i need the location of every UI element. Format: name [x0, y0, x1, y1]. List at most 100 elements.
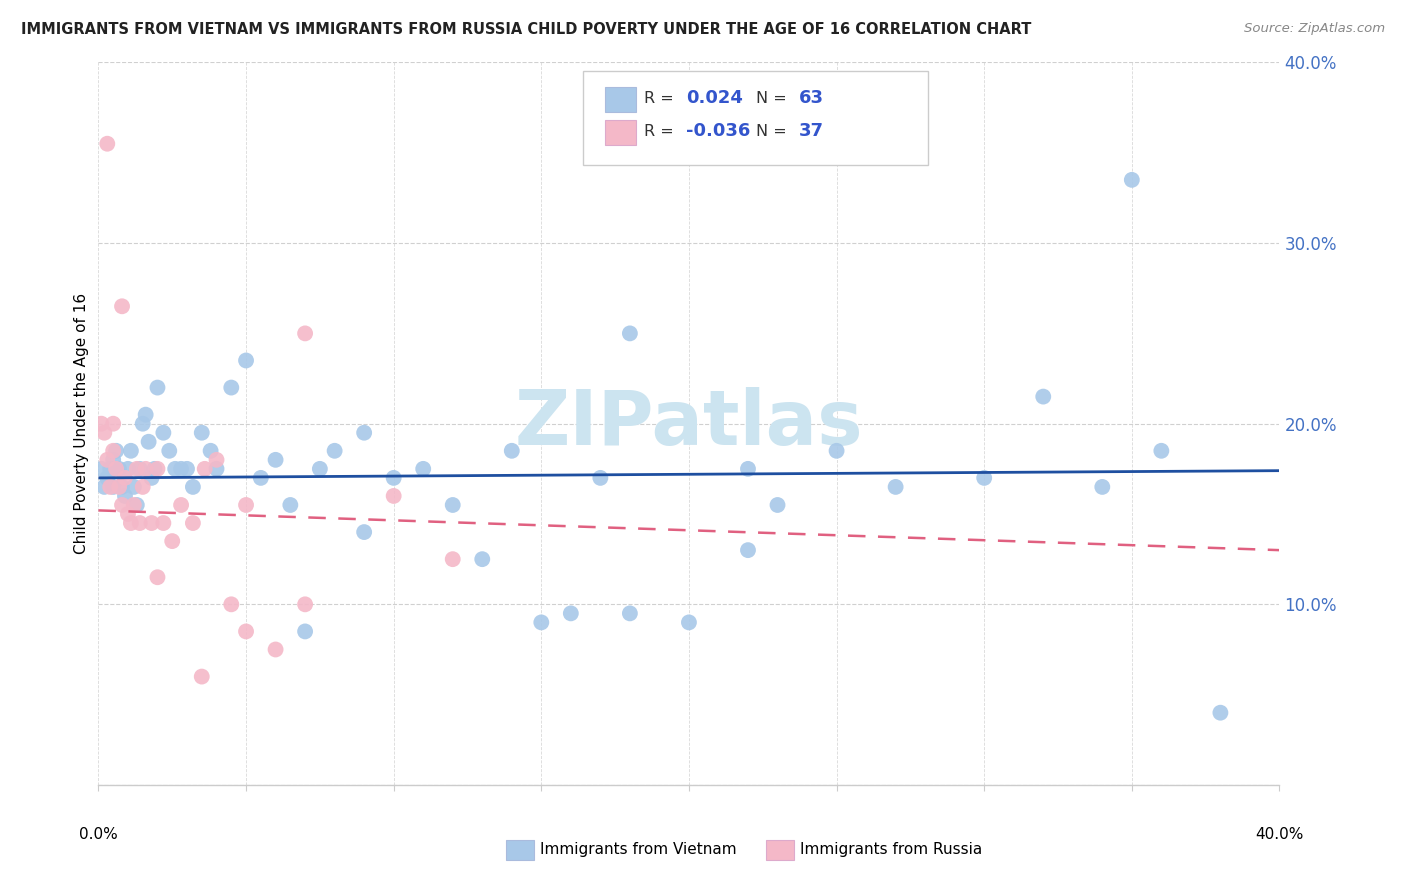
Point — [93, 480, 115, 494]
Point — [205, 453, 228, 467]
Point — [146, 380, 169, 394]
Point — [96, 136, 118, 151]
Point — [471, 552, 494, 566]
Point — [90, 417, 112, 431]
Point — [560, 607, 582, 621]
Y-axis label: Child Poverty Under the Age of 16: Child Poverty Under the Age of 16 — [75, 293, 89, 554]
Point — [146, 570, 169, 584]
Point — [98, 462, 121, 476]
Text: Source: ZipAtlas.com: Source: ZipAtlas.com — [1244, 22, 1385, 36]
Point — [501, 443, 523, 458]
Point — [1121, 173, 1143, 187]
Point — [194, 462, 217, 476]
Point — [108, 480, 131, 494]
Point — [132, 417, 155, 431]
Point — [200, 443, 222, 458]
Point — [146, 462, 169, 476]
Point — [132, 480, 155, 494]
Point — [125, 462, 148, 476]
Text: N =: N = — [756, 91, 793, 105]
Point — [294, 326, 316, 341]
Text: 63: 63 — [799, 89, 824, 107]
Point — [103, 443, 125, 458]
Text: 0.024: 0.024 — [686, 89, 742, 107]
Point — [135, 462, 157, 476]
Point — [170, 462, 193, 476]
Point — [152, 516, 174, 530]
Text: N =: N = — [756, 124, 793, 138]
Text: 37: 37 — [799, 122, 824, 140]
Point — [114, 471, 136, 485]
Point — [141, 516, 163, 530]
Point — [1209, 706, 1232, 720]
Point — [141, 471, 163, 485]
Point — [181, 516, 204, 530]
Point — [1032, 390, 1054, 404]
Point — [280, 498, 302, 512]
Point — [191, 669, 214, 683]
Point — [309, 462, 332, 476]
Point — [176, 462, 198, 476]
Point — [191, 425, 214, 440]
Point — [441, 498, 464, 512]
Point — [170, 498, 193, 512]
Point — [530, 615, 553, 630]
Point — [382, 489, 405, 503]
Point — [135, 408, 157, 422]
Point — [441, 552, 464, 566]
Point — [589, 471, 612, 485]
Point — [120, 443, 142, 458]
Point — [205, 462, 228, 476]
Point — [221, 598, 243, 612]
Point — [143, 462, 166, 476]
Point — [128, 462, 150, 476]
Point — [235, 498, 257, 512]
Point — [157, 443, 180, 458]
Text: R =: R = — [644, 124, 679, 138]
Point — [294, 598, 316, 612]
Text: Immigrants from Vietnam: Immigrants from Vietnam — [540, 842, 737, 856]
Point — [93, 425, 115, 440]
Point — [165, 462, 187, 476]
Point — [162, 534, 183, 549]
Point — [120, 516, 142, 530]
Point — [96, 453, 118, 467]
Point — [619, 607, 641, 621]
Point — [105, 462, 128, 476]
Point — [264, 642, 287, 657]
Point — [678, 615, 700, 630]
Point — [353, 425, 375, 440]
Point — [973, 471, 995, 485]
Point — [1150, 443, 1173, 458]
Point — [103, 417, 125, 431]
Point — [125, 498, 148, 512]
Point — [412, 462, 434, 476]
Point — [108, 462, 131, 476]
Point — [825, 443, 848, 458]
Point — [884, 480, 907, 494]
Text: ZIPatlas: ZIPatlas — [515, 387, 863, 460]
Point — [382, 471, 405, 485]
Text: R =: R = — [644, 91, 679, 105]
Point — [353, 524, 375, 539]
Point — [250, 471, 273, 485]
Point — [138, 434, 160, 449]
Point — [235, 624, 257, 639]
Point — [221, 380, 243, 394]
Point — [152, 425, 174, 440]
Point — [181, 480, 204, 494]
Point — [117, 462, 139, 476]
Point — [264, 453, 287, 467]
Point — [737, 543, 759, 558]
Point — [111, 480, 134, 494]
Text: 40.0%: 40.0% — [1256, 827, 1303, 841]
Point — [90, 462, 112, 476]
Point — [766, 498, 789, 512]
Point — [1091, 480, 1114, 494]
Point — [294, 624, 316, 639]
Point — [103, 462, 125, 476]
Point — [122, 480, 145, 494]
Point — [114, 489, 136, 503]
Point — [122, 498, 145, 512]
Point — [128, 516, 150, 530]
